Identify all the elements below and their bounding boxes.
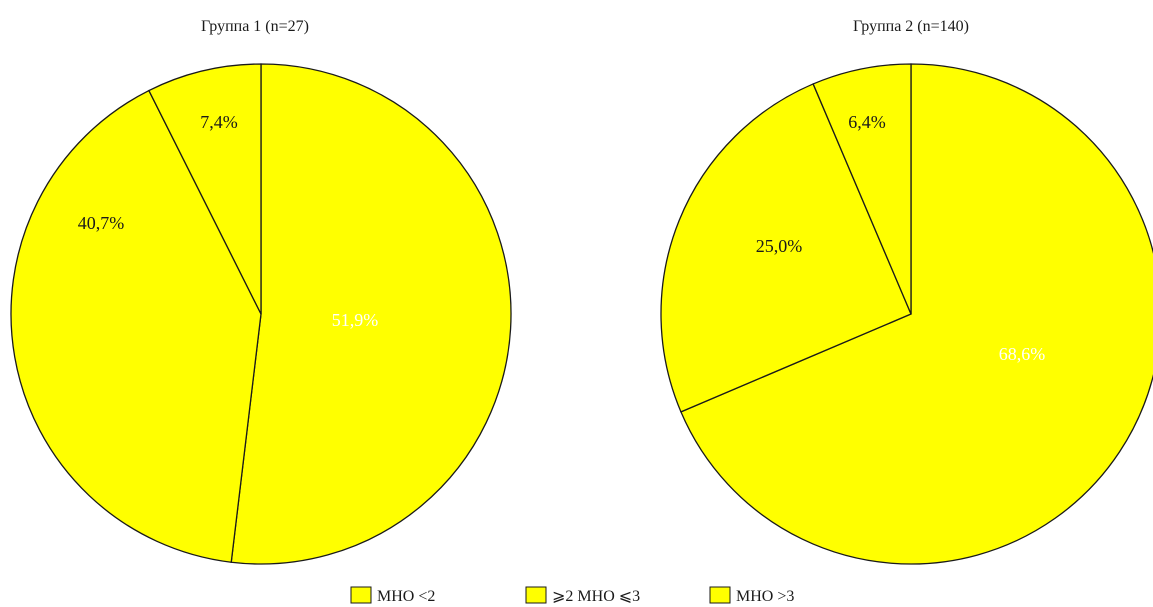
slice-data-label-inr-2-to-3: 40,7% [78,213,125,233]
slice-data-label-inr-below-2: 51,9% [332,310,379,330]
slice-data-label-inr-below-2: 68,6% [999,344,1046,364]
legend-label-inr-below-2: МНО <2 [377,588,435,605]
pie-slice-inr-above-3 [812,63,912,315]
legend-swatch-inr-below-2 [350,586,372,604]
pie-slice-inr-below-2 [230,63,512,565]
slice-data-label-inr-above-3: 7,4% [200,112,238,132]
pie-title-group-1: Группа 1 (n=27) [201,18,309,35]
pie-chart-group-1: Группа 1 (n=27) 51,9% 40,7% 7,4% [10,18,512,565]
legend-swatch-inr-2-to-3 [525,586,547,604]
pie-slice-inr-below-2 [680,63,1153,565]
legend: МНО <2 ⩾2 МНО ⩽3 МНО >3 [350,586,794,605]
pie-slice-inr-2-to-3 [10,89,262,563]
legend-label-inr-above-3: МНО >3 [736,588,794,605]
pie-chart-group-2: Группа 2 (n=140) 68,6% 25,0% 6,4% [660,18,1153,565]
legend-swatch-inr-above-3 [709,586,731,604]
slice-data-label-inr-above-3: 6,4% [848,112,886,132]
legend-label-inr-2-to-3: ⩾2 МНО ⩽3 [552,588,640,605]
pie-title-group-2: Группа 2 (n=140) [853,18,969,35]
pie-slice-inr-above-3 [148,63,262,315]
slice-data-label-inr-2-to-3: 25,0% [756,236,803,256]
pie-slice-inr-2-to-3 [660,83,912,413]
